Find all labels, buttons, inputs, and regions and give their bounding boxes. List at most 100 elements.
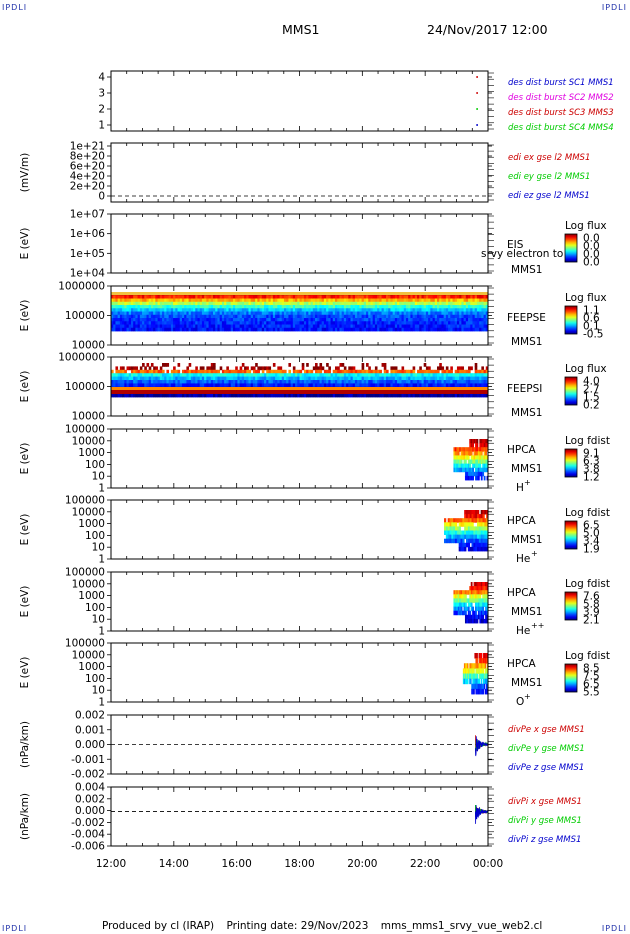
spectro-cell bbox=[477, 610, 480, 616]
spectro-cell bbox=[379, 295, 382, 299]
spectro-cell bbox=[472, 301, 476, 306]
spectro-cell bbox=[366, 327, 369, 332]
spectro-cell bbox=[350, 314, 354, 319]
spectro-cell bbox=[383, 363, 387, 367]
spectro-cell bbox=[208, 366, 212, 371]
spectro-cell bbox=[465, 314, 469, 319]
spectro-cell bbox=[117, 373, 121, 377]
spectro-cell bbox=[217, 311, 221, 316]
spectro-cell bbox=[445, 327, 449, 332]
spectro-cell bbox=[459, 602, 462, 607]
spectro-cell bbox=[310, 311, 314, 316]
spectro-cell bbox=[478, 538, 482, 544]
spectro-cell bbox=[259, 393, 263, 398]
spectro-cell bbox=[463, 673, 466, 680]
spectro-cell bbox=[348, 373, 351, 377]
spectro-cell bbox=[197, 376, 201, 381]
spectro-cell bbox=[399, 298, 402, 303]
spectro-cell bbox=[449, 518, 452, 523]
spectro-cell bbox=[456, 538, 460, 544]
spectro-cell bbox=[460, 530, 463, 535]
spectro-cell bbox=[363, 311, 367, 316]
spectro-cell bbox=[463, 668, 466, 674]
spectro-cell bbox=[462, 542, 465, 548]
spectro-cell bbox=[480, 610, 483, 616]
spectro-cell bbox=[128, 324, 132, 329]
spectro-cell bbox=[173, 301, 176, 306]
spectro-cell bbox=[481, 663, 484, 669]
spectro-cell bbox=[461, 321, 465, 325]
spectro-cell bbox=[188, 318, 192, 322]
spectro-cell bbox=[477, 538, 480, 544]
spectro-cell bbox=[417, 305, 420, 309]
spectro-cell bbox=[146, 305, 150, 309]
spectro-cell bbox=[480, 530, 483, 535]
spectro-cell bbox=[193, 383, 196, 388]
spectro-cell bbox=[457, 467, 460, 473]
spectro-cell bbox=[241, 324, 245, 329]
spectro-cell bbox=[452, 380, 456, 384]
spectro-cell bbox=[352, 314, 356, 319]
spectro-cell bbox=[419, 305, 422, 309]
spectro-cell bbox=[475, 455, 477, 460]
spectro-cell bbox=[317, 311, 320, 316]
spectro-cell bbox=[457, 602, 460, 607]
spectro-cell bbox=[482, 542, 485, 548]
spectro-cell bbox=[288, 305, 292, 309]
spectro-cell bbox=[370, 327, 374, 332]
spectro-cell bbox=[113, 305, 116, 309]
spectro-cell bbox=[414, 298, 418, 303]
spectro-cell bbox=[257, 318, 260, 322]
spectro-cell bbox=[117, 311, 121, 316]
spectro-cell bbox=[477, 598, 480, 603]
spectro-cell bbox=[451, 538, 454, 544]
spectro-cell bbox=[448, 324, 451, 329]
spectro-cell bbox=[453, 534, 456, 540]
spectro-cell bbox=[206, 305, 209, 309]
spectro-cell bbox=[166, 373, 170, 377]
spectro-cell bbox=[370, 305, 374, 309]
spectro-cell bbox=[219, 318, 223, 322]
spectro-cell bbox=[354, 298, 358, 303]
spectro-cell bbox=[144, 366, 147, 371]
spectro-cell bbox=[208, 327, 212, 332]
spectro-cell bbox=[301, 314, 305, 319]
spectro-cell bbox=[306, 305, 309, 309]
spectro-cell bbox=[397, 393, 400, 398]
spectro-cell bbox=[461, 308, 465, 312]
spectro-cell bbox=[237, 318, 241, 322]
spectro-cell bbox=[162, 298, 165, 303]
spectro-cell bbox=[343, 369, 347, 374]
spectro-cell bbox=[430, 327, 433, 332]
spectro-cell bbox=[133, 324, 136, 329]
spectro-cell bbox=[412, 376, 416, 381]
spectro-cell bbox=[226, 301, 229, 306]
spectro-cell bbox=[232, 314, 236, 319]
spectro-cell bbox=[173, 383, 176, 388]
spectro-cell bbox=[434, 380, 438, 384]
spectro-cell bbox=[394, 321, 398, 325]
spectro-cell bbox=[455, 538, 458, 544]
spectro-cell bbox=[113, 318, 116, 322]
spectro-cell bbox=[248, 308, 252, 312]
spectro-cell bbox=[408, 314, 411, 319]
spectro-cell bbox=[111, 301, 114, 306]
spectro-cell bbox=[308, 380, 311, 384]
spectro-cell bbox=[268, 321, 272, 325]
spectro-cell bbox=[166, 363, 170, 367]
spectro-cell bbox=[383, 366, 387, 371]
spectro-cell bbox=[359, 308, 362, 312]
spectro-cell bbox=[339, 308, 343, 312]
spectro-cell bbox=[441, 298, 445, 303]
spacecraft-label: MMS1 bbox=[511, 463, 542, 475]
spectro-cell bbox=[270, 314, 274, 319]
spectro-cell bbox=[281, 318, 285, 322]
spectro-cell bbox=[170, 380, 174, 384]
spectro-cell bbox=[472, 586, 474, 591]
spectro-cell bbox=[206, 314, 209, 319]
spectro-cell bbox=[486, 443, 489, 448]
spectro-cell bbox=[474, 363, 478, 367]
spectro-cell bbox=[268, 373, 272, 377]
spectro-cell bbox=[361, 366, 365, 371]
spectro-cell bbox=[321, 308, 325, 312]
